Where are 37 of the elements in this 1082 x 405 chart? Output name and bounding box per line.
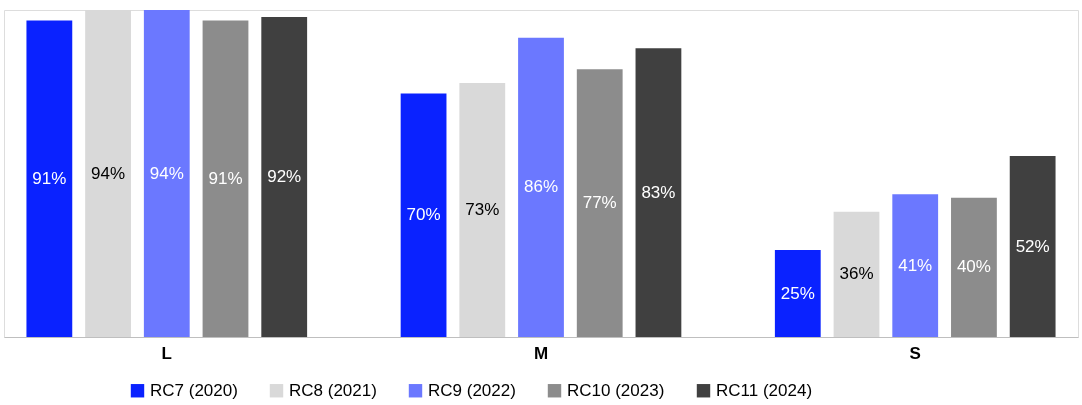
bar bbox=[26, 20, 73, 337]
bar bbox=[774, 250, 821, 337]
data-label: 86% bbox=[523, 177, 559, 197]
data-label: 36% bbox=[839, 264, 874, 284]
bar bbox=[459, 83, 506, 337]
data-label: 91% bbox=[208, 168, 243, 188]
data-label: 40% bbox=[956, 257, 991, 277]
data-label: 94% bbox=[149, 163, 184, 183]
bar bbox=[518, 37, 564, 337]
data-label: 91% bbox=[32, 168, 67, 188]
bar bbox=[892, 194, 939, 337]
data-label: 94% bbox=[91, 163, 126, 183]
bar bbox=[261, 16, 308, 337]
bar bbox=[576, 69, 623, 337]
legend-label: RC7 (2020) bbox=[150, 380, 238, 400]
data-label: 70% bbox=[406, 205, 441, 225]
bar bbox=[635, 48, 682, 337]
bar bbox=[400, 93, 447, 337]
x-tick-label: S bbox=[909, 343, 921, 363]
legend-label: RC10 (2023) bbox=[567, 380, 665, 400]
data-label: 83% bbox=[641, 182, 676, 202]
x-tick-label: L bbox=[161, 343, 172, 363]
bar bbox=[202, 20, 249, 337]
bar bbox=[1009, 156, 1056, 337]
legend-label: RC8 (2021) bbox=[289, 380, 377, 400]
bar bbox=[833, 211, 880, 337]
legend-label: RC9 (2022) bbox=[428, 380, 516, 400]
x-tick-label: M bbox=[533, 343, 549, 363]
data-label: 73% bbox=[465, 200, 500, 220]
data-label: 92% bbox=[267, 166, 302, 186]
data-label: 41% bbox=[898, 255, 933, 275]
data-label: 25% bbox=[780, 283, 815, 303]
data-label: 77% bbox=[582, 193, 617, 213]
bar bbox=[143, 10, 190, 337]
bar bbox=[951, 197, 997, 337]
data-label: 52% bbox=[1015, 236, 1050, 256]
legend-label: RC11 (2024) bbox=[716, 380, 813, 400]
